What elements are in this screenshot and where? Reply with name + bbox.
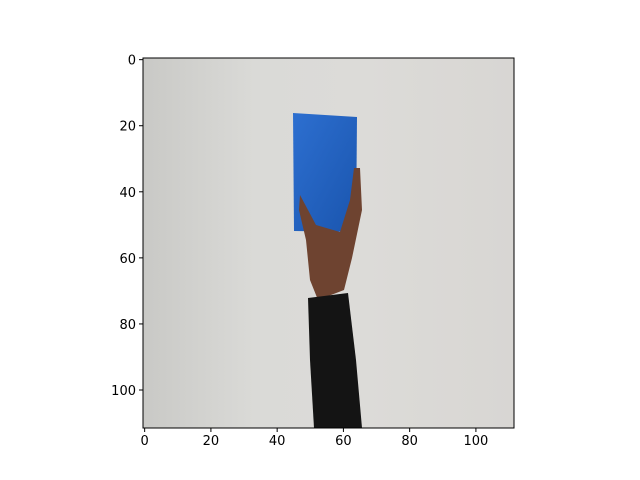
image xyxy=(143,58,514,428)
x-tick-label: 100 xyxy=(463,434,488,449)
y-tick-label: 80 xyxy=(119,318,136,333)
x-tick-label: 60 xyxy=(335,434,352,449)
blue-card xyxy=(293,113,357,232)
axes-frame xyxy=(142,57,515,429)
x-tick-label: 80 xyxy=(401,434,418,449)
y-tick-label: 100 xyxy=(111,384,136,399)
x-tick-label: 40 xyxy=(269,434,286,449)
sleeve xyxy=(308,293,362,428)
y-tick-label: 0 xyxy=(128,54,136,69)
y-tick-label: 40 xyxy=(119,186,136,201)
x-tick-label: 20 xyxy=(203,434,220,449)
y-tick-label: 60 xyxy=(119,252,136,267)
y-tick-label: 20 xyxy=(119,120,136,135)
hand xyxy=(299,168,362,300)
x-tick-label: 0 xyxy=(141,434,149,449)
